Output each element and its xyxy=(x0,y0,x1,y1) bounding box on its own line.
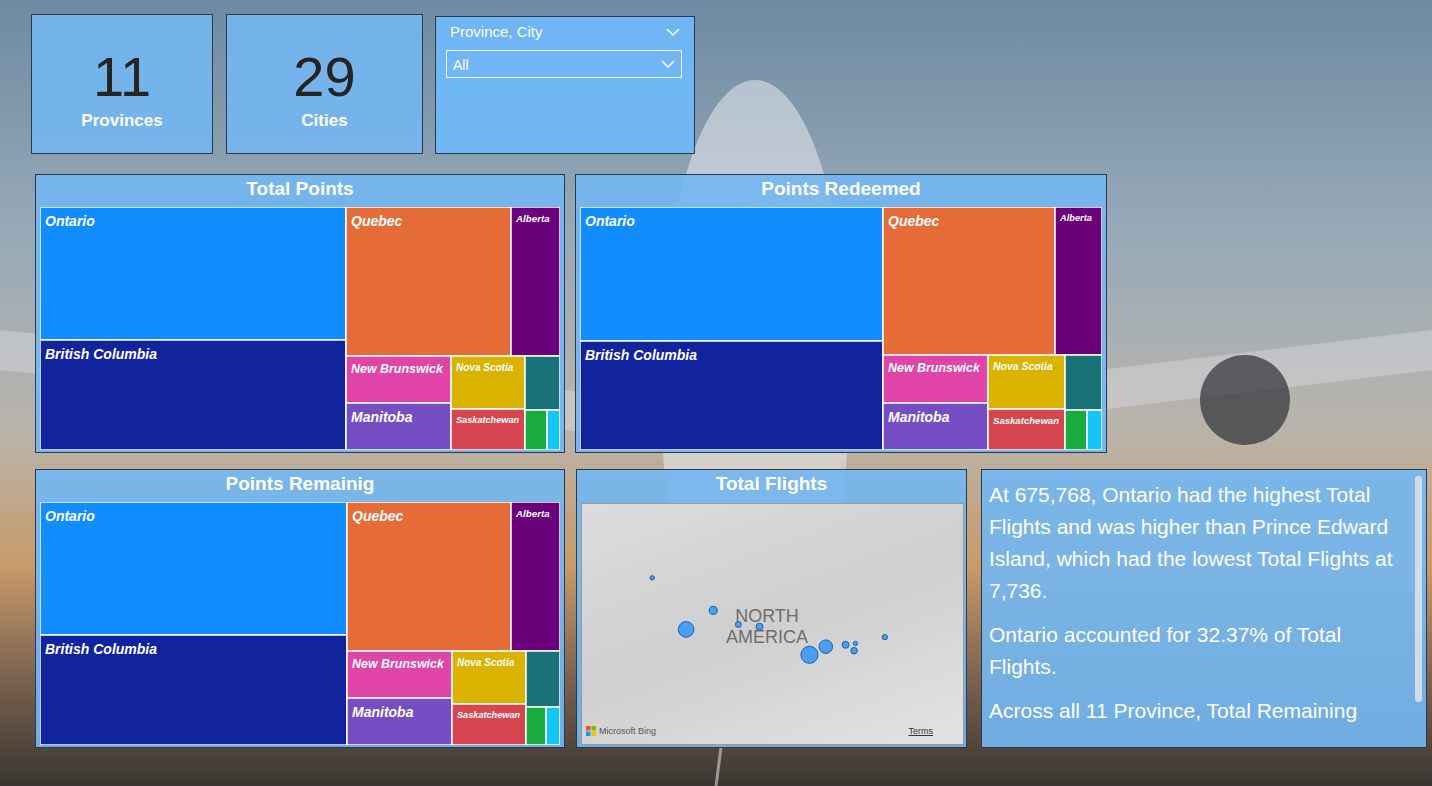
svg-text:Saskatchewan: Saskatchewan xyxy=(456,415,520,425)
svg-text:New Brunswick: New Brunswick xyxy=(888,361,981,375)
html-text:Terms: Terms xyxy=(908,726,933,736)
svg-text:Nova Scotia: Nova Scotia xyxy=(457,657,515,668)
svg-text:Quebec: Quebec xyxy=(888,213,940,229)
html-text:Cities: Cities xyxy=(301,111,348,130)
svg-text:British Columbia: British Columbia xyxy=(45,641,157,657)
svg-text:Alberta: Alberta xyxy=(515,213,550,224)
html-text:Total Flights: Total Flights xyxy=(715,473,828,494)
svg-text:Ontario: Ontario xyxy=(585,213,635,229)
html-text:Microsoft Bing: Microsoft Bing xyxy=(599,726,656,736)
svg-text:Quebec: Quebec xyxy=(352,508,404,524)
svg-text:Saskatchewan: Saskatchewan xyxy=(457,710,521,720)
svg-text:Alberta: Alberta xyxy=(1059,213,1092,223)
svg-text:Ontario: Ontario xyxy=(45,508,95,524)
html-text:Across all 11 Province, Total: Across all 11 Province, Total Remaining xyxy=(989,699,1358,722)
html-text:Provinces: Provinces xyxy=(81,111,163,130)
svg-text:Saskatchewan: Saskatchewan xyxy=(993,415,1059,426)
html-text:Ontario accounted for 32.37% o: Ontario accounted for 32.37% of Total Fl… xyxy=(989,623,1342,678)
svg-text:British Columbia: British Columbia xyxy=(585,347,697,363)
svg-text:Nova Scotia: Nova Scotia xyxy=(456,362,514,373)
html-text:Province, City: Province, City xyxy=(450,23,543,40)
svg-text:Ontario: Ontario xyxy=(45,213,95,229)
svg-text:Manitoba: Manitoba xyxy=(352,704,414,720)
svg-text:New Brunswick: New Brunswick xyxy=(352,657,445,671)
svg-text:Manitoba: Manitoba xyxy=(351,409,413,425)
svg-text:Nova Scotia: Nova Scotia xyxy=(993,361,1053,372)
html-text:11: 11 xyxy=(92,45,152,108)
html-text:NORTH AMERICA: NORTH AMERICA xyxy=(726,606,808,647)
html-text:Total Points: Total Points xyxy=(246,178,354,199)
svg-text:New Brunswick: New Brunswick xyxy=(351,362,444,376)
html-text:At 675,768, Ontario had the hi: At 675,768, Ontario had the highest Tota… xyxy=(989,483,1393,602)
html-text:All: All xyxy=(453,57,469,73)
svg-text:Manitoba: Manitoba xyxy=(888,409,950,425)
svg-text:Alberta: Alberta xyxy=(515,508,550,519)
html-text:Points Redeemed: Points Redeemed xyxy=(761,178,921,199)
svg-text:British Columbia: British Columbia xyxy=(45,346,157,362)
html-text:Points Remainig: Points Remainig xyxy=(225,473,375,494)
html-text:29: 29 xyxy=(293,45,356,108)
svg-text:Quebec: Quebec xyxy=(351,213,403,229)
